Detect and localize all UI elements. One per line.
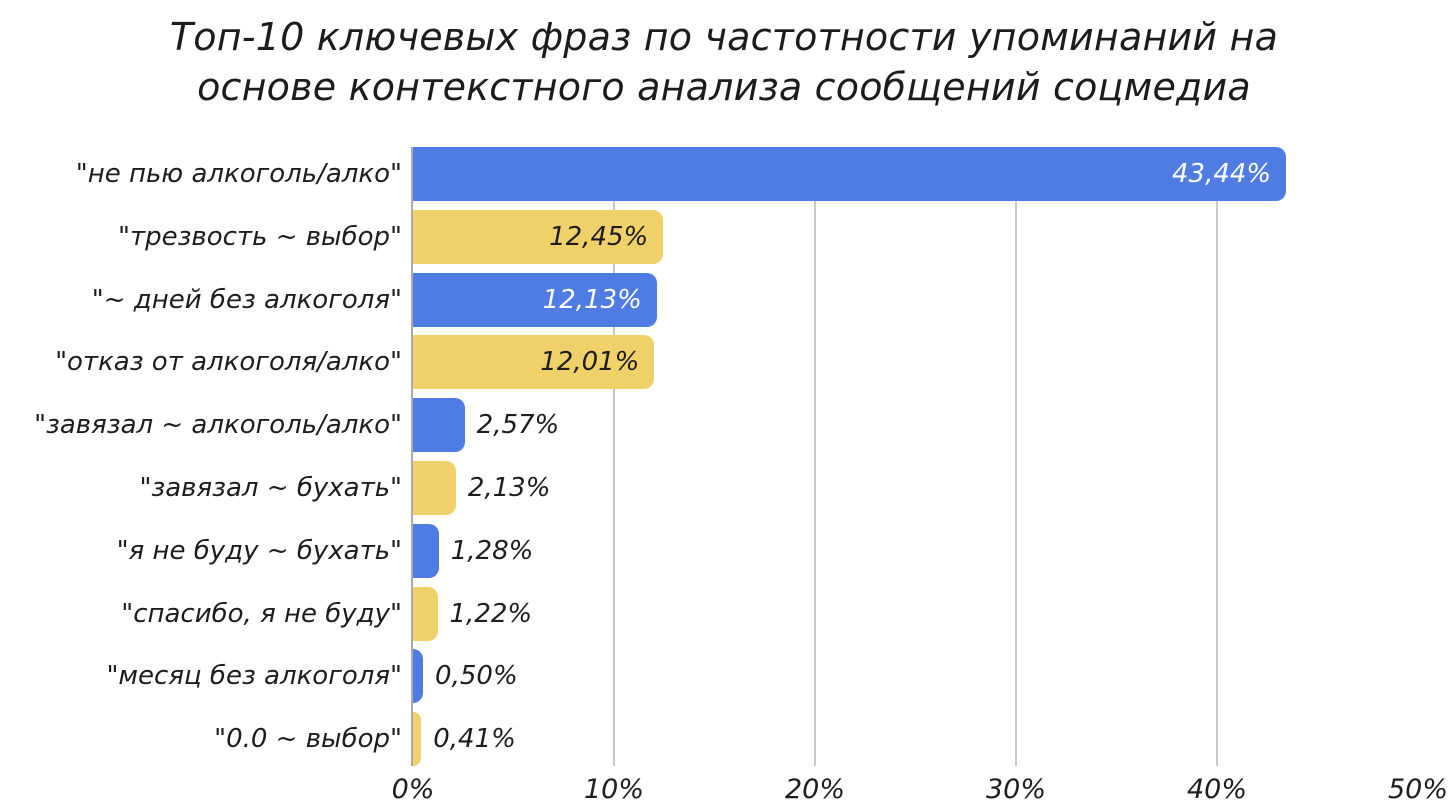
bar <box>413 273 657 327</box>
value-label: 43,44% <box>1172 159 1272 189</box>
category-label: "я не буду ~ бухать" <box>116 536 402 566</box>
category-label: "спасибо, я не буду" <box>121 599 402 629</box>
bar <box>413 712 422 766</box>
bar <box>413 335 655 389</box>
value-label: 2,13% <box>467 473 551 503</box>
category-label: "0.0 ~ выбор" <box>214 724 402 754</box>
value-label: 12,45% <box>549 222 649 252</box>
x-axis-label: 10% <box>583 774 645 805</box>
y-axis-line <box>411 147 413 766</box>
bar <box>413 524 439 578</box>
value-label: 12,13% <box>542 285 642 315</box>
value-label: 0,41% <box>433 724 516 754</box>
category-label: "завязал ~ алкоголь/алко" <box>34 410 402 440</box>
value-label: 0,50% <box>435 661 518 691</box>
category-label: "~ дней без алкоголя" <box>91 285 402 315</box>
x-axis-label: 50% <box>1387 774 1448 805</box>
value-label: 1,22% <box>449 599 533 629</box>
chart-title: Топ-10 ключевых фраз по частотности упом… <box>0 12 1448 112</box>
chart-title-line1: Топ-10 ключевых фраз по частотности упом… <box>169 15 1279 59</box>
x-axis-label: 0% <box>391 774 435 805</box>
gridline-30pct <box>1015 147 1017 766</box>
category-label: "месяц без алкоголя" <box>106 661 402 691</box>
gridline-10pct <box>613 147 615 766</box>
bar <box>413 649 424 703</box>
bar <box>413 587 438 641</box>
x-axis-label: 30% <box>985 774 1047 805</box>
category-label: "не пью алкоголь/алко" <box>75 159 402 189</box>
bar <box>413 461 456 515</box>
category-label: "отказ от алкоголя/алко" <box>55 347 402 377</box>
category-label: "завязал ~ бухать" <box>139 473 402 503</box>
bar <box>413 210 664 264</box>
category-label: "трезвость ~ выбор" <box>118 222 402 252</box>
chart-title-line2: основе контекстного анализа сообщений со… <box>197 65 1251 109</box>
bar <box>413 398 465 452</box>
value-label: 12,01% <box>540 347 640 377</box>
bar <box>413 147 1287 201</box>
gridline-20pct <box>814 147 816 766</box>
x-axis-label: 40% <box>1186 774 1248 805</box>
gridline-40pct <box>1216 147 1218 766</box>
x-axis-label: 20% <box>784 774 846 805</box>
value-label: 2,57% <box>476 410 560 440</box>
value-label: 1,28% <box>450 536 534 566</box>
